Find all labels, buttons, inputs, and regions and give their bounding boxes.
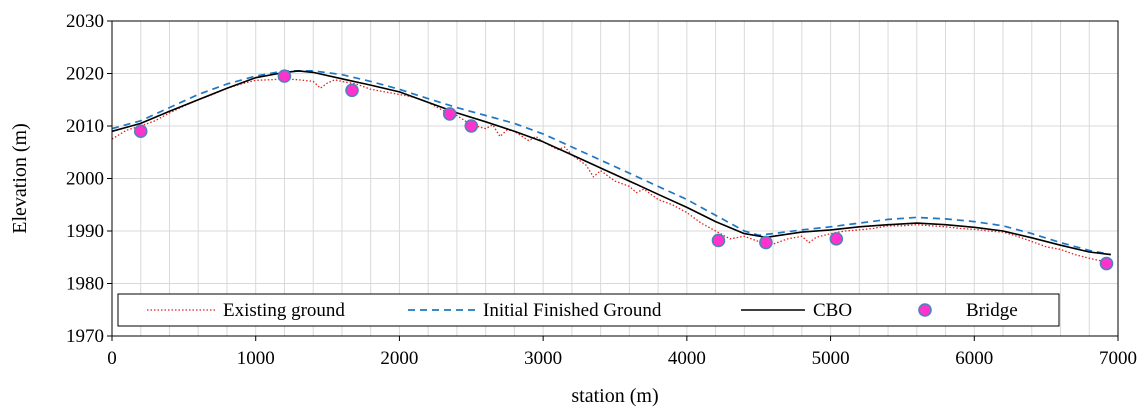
bridge-marker (711, 233, 726, 248)
x-tick-label: 4000 (668, 348, 706, 369)
x-tick-label: 2000 (380, 348, 418, 369)
legend-label: Initial Finished Ground (483, 300, 662, 321)
y-tick-label: 1980 (66, 274, 104, 295)
series-line-initial-finished-ground (111, 70, 1111, 256)
x-axis-label: station (m) (571, 385, 658, 407)
x-tick-label: 6000 (955, 348, 993, 369)
legend-label: CBO (813, 300, 852, 321)
y-tick-label: 2000 (66, 169, 104, 190)
y-tick-label: 2020 (66, 64, 104, 85)
y-axis-label: Elevation (m) (9, 123, 31, 234)
series-line-cbo (111, 70, 1111, 256)
x-tick-label: 1000 (237, 348, 275, 369)
y-axis-ticks: 1970 1980 1990 2000 2010 2020 2030 (66, 11, 112, 347)
series-layer (111, 69, 1114, 271)
x-tick-label: 5000 (812, 348, 850, 369)
y-tick-label: 2030 (66, 11, 104, 32)
bridge-marker (133, 124, 148, 139)
grid-lines (112, 21, 1118, 336)
y-tick-label: 2010 (66, 116, 104, 137)
series-line-existing-ground (111, 78, 1111, 265)
legend-label: Bridge (966, 300, 1018, 321)
legend: Existing ground Initial Finished Ground CB… (117, 293, 1060, 327)
x-tick-label: 0 (107, 348, 117, 369)
bridge-marker (829, 232, 844, 246)
bridge-marker (277, 69, 292, 83)
x-axis-ticks: 0 1000 2000 3000 4000 5000 6000 7000 (107, 336, 1137, 369)
bridge-marker (442, 107, 457, 121)
x-tick-label: 7000 (1099, 348, 1137, 369)
y-tick-label: 1970 (66, 326, 104, 347)
legend-label: Existing ground (223, 300, 345, 321)
legend-box (117, 293, 1060, 327)
y-tick-label: 1990 (66, 221, 104, 242)
bridge-marker (759, 235, 773, 250)
bridge-marker (464, 119, 479, 133)
x-tick-label: 3000 (524, 348, 562, 369)
legend-swatch-bridge (918, 303, 932, 317)
bridge-marker (1099, 256, 1114, 271)
bridge-marker (345, 83, 359, 98)
